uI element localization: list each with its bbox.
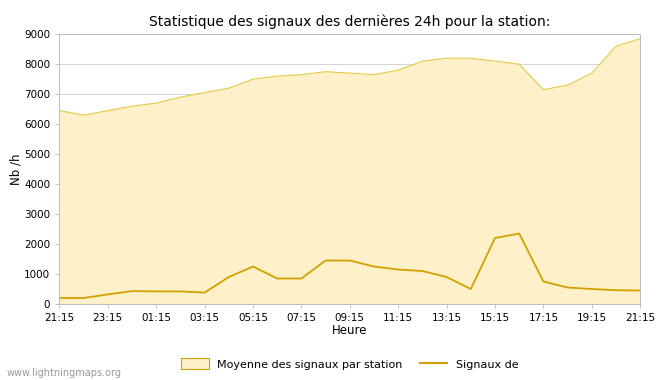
Title: Statistique des signaux des dernières 24h pour la station:: Statistique des signaux des dernières 24… <box>149 14 550 29</box>
Y-axis label: Nb /h: Nb /h <box>10 154 23 185</box>
X-axis label: Heure: Heure <box>332 325 368 337</box>
Text: www.lightningmaps.org: www.lightningmaps.org <box>7 368 121 378</box>
Legend: Moyenne des signaux par station, Signaux de: Moyenne des signaux par station, Signaux… <box>176 354 523 374</box>
